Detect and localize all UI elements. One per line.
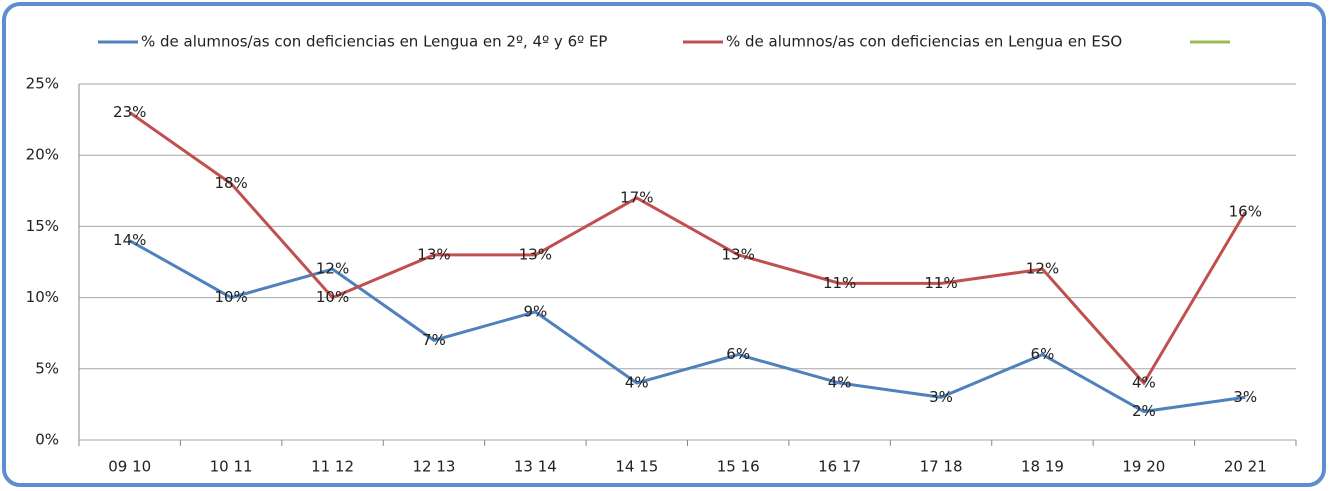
series-line xyxy=(128,111,1247,386)
data-label: 13% xyxy=(722,245,755,263)
data-label: 13% xyxy=(519,245,552,263)
x-tick-label: 13 14 xyxy=(514,458,557,476)
x-tick-label: 20 21 xyxy=(1224,458,1267,476)
x-tick-label: 18 19 xyxy=(1021,458,1064,476)
data-label: 12% xyxy=(1026,260,1059,278)
x-tick-label: 12 13 xyxy=(412,458,455,476)
data-label: 2% xyxy=(1132,402,1156,420)
data-label: 10% xyxy=(214,288,247,306)
data-label: 10% xyxy=(316,288,349,306)
data-label: 12% xyxy=(316,260,349,278)
data-label: 6% xyxy=(1031,345,1055,363)
data-label: 3% xyxy=(1233,388,1257,406)
x-tick-label: 10 11 xyxy=(210,458,253,476)
data-label: 18% xyxy=(214,174,247,192)
x-tick-label: 19 20 xyxy=(1122,458,1165,476)
data-label: 4% xyxy=(828,374,852,392)
legend-label: % de alumnos/as con deficiencias en Leng… xyxy=(726,33,1122,51)
y-tick-label: 5% xyxy=(35,359,59,377)
data-label: 9% xyxy=(523,302,547,320)
series-line xyxy=(128,239,1246,414)
legend-label: % de alumnos/as con deficiencias en Leng… xyxy=(141,33,607,51)
x-tick-label: 17 18 xyxy=(920,458,963,476)
x-tick-label: 11 12 xyxy=(311,458,354,476)
y-tick-label: 10% xyxy=(26,288,59,306)
data-label: 4% xyxy=(625,374,649,392)
y-tick-label: 25% xyxy=(26,75,59,93)
data-label: 3% xyxy=(929,388,953,406)
data-label: 14% xyxy=(113,231,146,249)
x-tick-label: 15 16 xyxy=(717,458,760,476)
data-label: 17% xyxy=(620,188,653,206)
data-label: 6% xyxy=(726,345,750,363)
x-tick-label: 14 15 xyxy=(615,458,658,476)
data-label: 16% xyxy=(1229,203,1262,221)
y-tick-label: 0% xyxy=(35,431,59,449)
x-tick-label: 16 17 xyxy=(818,458,861,476)
data-label: 11% xyxy=(924,274,957,292)
data-label: 13% xyxy=(417,245,450,263)
data-label: 4% xyxy=(1132,374,1156,392)
x-tick-label: 09 10 xyxy=(108,458,151,476)
y-tick-label: 20% xyxy=(26,146,59,164)
y-tick-label: 15% xyxy=(26,217,59,235)
data-label: 23% xyxy=(113,103,146,121)
data-label: 7% xyxy=(422,331,446,349)
data-label: 11% xyxy=(823,274,856,292)
